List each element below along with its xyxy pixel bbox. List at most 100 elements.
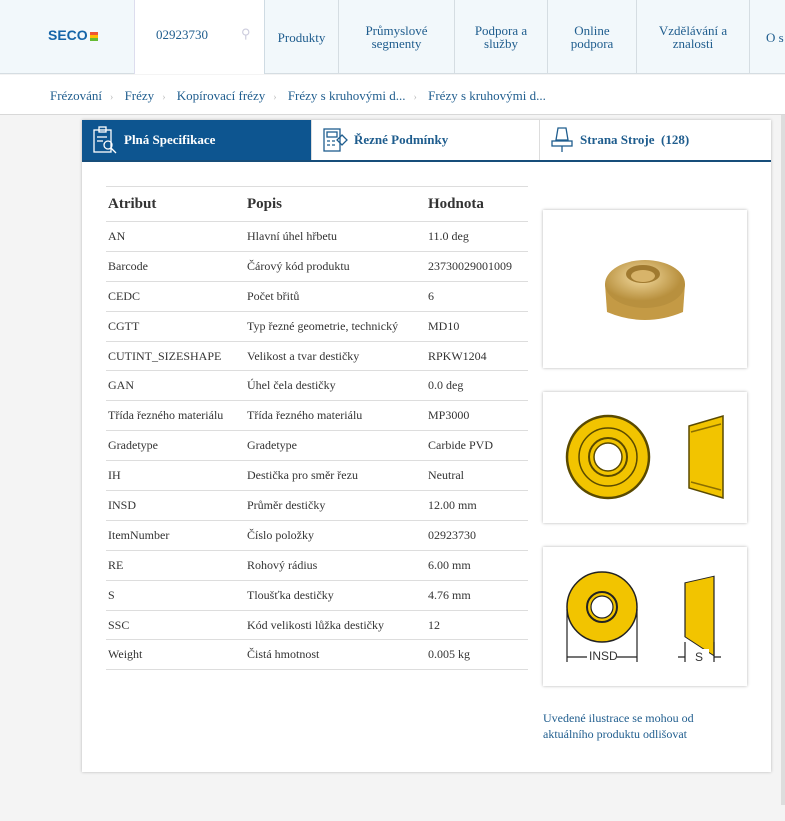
value-cell: 6.00 mm [426,550,528,581]
table-row: CEDC Počet břitů 6 [106,281,528,312]
table-row: AN Hlavní úhel hřbetu 11.0 deg [106,221,528,252]
table-row: ItemNumber Číslo položky 02923730 [106,520,528,551]
scrollbar[interactable] [781,115,785,805]
attribute-cell: Weight [106,639,245,671]
search-input[interactable]: 02923730 ⚲ [134,0,265,74]
table-row: IH Destička pro směr řezu Neutral [106,460,528,492]
description-cell: Počet břitů [245,281,426,312]
value-cell: 0.0 deg [426,370,528,402]
illustration-disclaimer: Uvedené ilustrace se mohou od aktuálního… [543,711,694,741]
product-photo[interactable] [543,210,747,368]
value-cell: 6 [426,281,528,312]
nav-online-podpora[interactable]: Online podpora [548,0,637,74]
attribute-cell: CEDC [106,281,245,312]
table-row: Gradetype Gradetype Carbide PVD [106,430,528,462]
attribute-cell: RE [106,550,245,581]
table-row: S Tloušťka destičky 4.76 mm [106,580,528,611]
table-row: Barcode Čárový kód produktu 23730029001009 [106,251,528,282]
nav-o-spolecnosti[interactable]: O s [766,29,784,45]
value-cell: RPKW1204 [426,341,528,372]
value-cell: 4.76 mm [426,580,528,611]
description-cell: Kód velikosti lůžka destičky [245,610,426,641]
attribute-cell: Gradetype [106,430,245,462]
logo-mark-icon [89,32,98,41]
breadcrumb-item[interactable]: Frézy s kruhovými d... [428,88,546,103]
machine-spindle-icon [551,127,573,152]
description-cell: Hlavní úhel hřbetu [245,221,426,252]
insert-technical-drawing [565,414,724,500]
breadcrumb-item[interactable]: Frézy s kruhovými d... [287,88,406,103]
table-row: CUTINT_SIZESHAPE Velikost a tvar destičky… [106,341,528,372]
description-cell: Rohový rádius [245,550,426,581]
description-cell: Typ řezné geometrie, technický [245,311,426,342]
value-cell: 12.00 mm [426,490,528,521]
column-header: Atribut [106,186,245,222]
value-cell: MP3000 [426,400,528,432]
chevron-right-icon: › [109,92,114,103]
tab-bar: Plná Specifikace Řezné Podmínky Strana S… [82,120,771,162]
table-row: Třída řezného materiálu Třída řezného mat… [106,400,528,432]
calculator-icon [323,128,348,152]
attribute-cell: GAN [106,370,245,402]
value-cell: 12 [426,610,528,641]
attribute-cell: CUTINT_SIZESHAPE [106,341,245,372]
description-cell: Úhel čela destičky [245,370,426,402]
value-cell: 11.0 deg [426,221,528,252]
attribute-cell: ItemNumber [106,520,245,551]
breadcrumb-item[interactable]: Frézy [124,88,155,103]
attribute-cell: Barcode [106,251,245,282]
attribute-cell: AN [106,221,245,252]
breadcrumb: Frézování › Frézy › Kopírovací frézy › Fréz… [0,75,785,115]
clipboard-search-icon [93,126,117,154]
value-cell: Carbide PVD [426,430,528,462]
table-header-row: Atribut Popis Hodnota [106,186,528,222]
nav-podpora-a-sluzby[interactable]: Podpora a služby [455,0,548,74]
search-icon[interactable]: ⚲ [241,26,251,41]
description-cell: Destička pro směr řezu [245,460,426,492]
description-cell: Velikost a tvar destičky [245,341,426,372]
table-row: Weight Čistá hmotnost 0.005 kg [106,639,528,671]
seco-logo[interactable]: SECO [48,27,98,43]
table-row: SSC Kód velikosti lůžka destičky 12 [106,610,528,641]
attribute-cell: Třída řezného materiálu [106,400,245,432]
tab-cutting-conditions[interactable]: Řezné Podmínky [312,120,540,160]
header: SECO 02923730 ⚲ Produkty Průmyslové segme… [0,0,785,74]
description-cell: Průměr destičky [245,490,426,521]
tab-machine-side[interactable]: Strana Stroje (128) [540,120,771,160]
nav-prumyslove-segmenty[interactable]: Průmyslové segmenty [339,0,455,74]
description-cell: Číslo položky [245,520,426,551]
insert-drawing-dimensions[interactable]: INSD S [543,547,747,686]
insert-photo-image [605,260,685,320]
breadcrumb-item[interactable]: Frézování [50,88,102,103]
nav-produkty[interactable]: Produkty [265,0,339,74]
description-cell: Tloušťka destičky [245,580,426,611]
chevron-right-icon: › [162,92,166,103]
description-cell: Gradetype [245,430,426,462]
attribute-cell: CGTT [106,311,245,342]
attribute-cell: IH [106,460,245,492]
insert-drawing-top[interactable] [543,392,747,523]
description-cell: Třída řezného materiálu [245,400,426,432]
breadcrumb-item[interactable]: Kopírovací frézy [176,88,266,103]
specification-table: Atribut Popis Hodnota AN Hlavní úhel hřbe… [106,186,528,671]
description-cell: Čistá hmotnost [245,639,426,671]
insd-label: INSD [589,649,618,663]
nav-vzdelavani[interactable]: Vzdělávání a znalosti [637,0,750,74]
value-cell: 0.005 kg [426,639,528,671]
attribute-cell: INSD [106,490,245,521]
value-cell: 23730029001009 [426,251,528,282]
tab-full-specification[interactable]: Plná Specifikace [82,120,312,160]
table-row: GAN Úhel čela destičky 0.0 deg [106,370,528,402]
table-row: CGTT Typ řezné geometrie, technický MD10 [106,311,528,342]
chevron-right-icon: › [413,92,417,103]
value-cell: Neutral [426,460,528,492]
column-header: Popis [245,186,426,222]
chevron-right-icon: › [273,92,277,103]
insert-dimension-drawing [566,571,721,663]
attribute-cell: S [106,580,245,611]
value-cell: MD10 [426,311,528,342]
description-cell: Čárový kód produktu [245,251,426,282]
table-row: INSD Průměr destičky 12.00 mm [106,490,528,521]
table-row: RE Rohový rádius 6.00 mm [106,550,528,581]
value-cell: 02923730 [426,520,528,551]
